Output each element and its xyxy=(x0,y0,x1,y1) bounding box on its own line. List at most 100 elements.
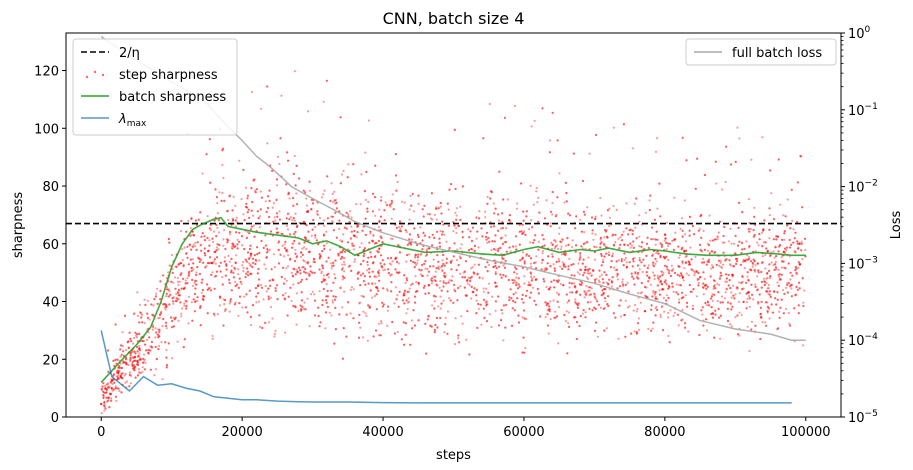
step-sharpness-point xyxy=(578,283,581,286)
step-sharpness-point xyxy=(222,238,225,241)
step-sharpness-point xyxy=(300,299,304,302)
step-sharpness-point xyxy=(186,277,189,280)
step-sharpness-point xyxy=(120,372,123,375)
step-sharpness-point xyxy=(138,344,141,348)
step-sharpness-point xyxy=(167,342,170,345)
step-sharpness-point xyxy=(346,176,349,179)
step-sharpness-point xyxy=(300,251,303,254)
step-sharpness-point xyxy=(207,287,210,290)
step-sharpness-point xyxy=(683,250,686,253)
step-sharpness-point xyxy=(734,252,737,255)
step-sharpness-point xyxy=(123,374,126,377)
step-sharpness-point xyxy=(593,292,596,295)
step-sharpness-point xyxy=(658,182,661,185)
step-sharpness-points xyxy=(100,70,807,415)
step-sharpness-point xyxy=(497,219,501,222)
step-sharpness-point xyxy=(650,304,653,307)
step-sharpness-point xyxy=(291,274,294,277)
step-sharpness-point xyxy=(103,404,106,407)
step-sharpness-point xyxy=(321,299,324,302)
step-sharpness-point xyxy=(636,276,639,279)
step-sharpness-point xyxy=(297,266,301,269)
step-sharpness-point xyxy=(689,290,692,293)
step-sharpness-point xyxy=(599,236,603,239)
step-sharpness-point xyxy=(136,359,139,362)
step-sharpness-point xyxy=(678,274,681,277)
step-sharpness-point xyxy=(562,252,565,256)
step-sharpness-point xyxy=(552,263,555,266)
step-sharpness-point xyxy=(250,272,253,275)
step-sharpness-point xyxy=(378,269,381,272)
step-sharpness-point xyxy=(256,246,259,249)
step-sharpness-point xyxy=(170,280,173,283)
step-sharpness-point xyxy=(413,227,416,230)
step-sharpness-point xyxy=(738,240,741,243)
step-sharpness-point xyxy=(106,383,109,386)
step-sharpness-point xyxy=(630,272,633,275)
step-sharpness-point xyxy=(291,246,294,249)
step-sharpness-point xyxy=(501,236,504,239)
step-sharpness-point xyxy=(327,256,330,259)
step-sharpness-point xyxy=(305,197,308,200)
step-sharpness-point xyxy=(147,348,150,352)
step-sharpness-point xyxy=(760,300,763,303)
step-sharpness-point xyxy=(325,79,328,82)
step-sharpness-point xyxy=(303,236,306,239)
step-sharpness-point xyxy=(302,266,305,269)
step-sharpness-point xyxy=(500,276,503,279)
step-sharpness-point xyxy=(276,298,279,301)
step-sharpness-point xyxy=(621,233,624,236)
step-sharpness-point xyxy=(775,235,778,238)
step-sharpness-point xyxy=(123,314,127,317)
step-sharpness-point xyxy=(664,264,667,267)
step-sharpness-point xyxy=(798,262,802,266)
step-sharpness-point xyxy=(734,160,737,163)
step-sharpness-point xyxy=(754,224,757,227)
step-sharpness-point xyxy=(309,265,312,268)
step-sharpness-point xyxy=(524,233,527,236)
step-sharpness-point xyxy=(321,303,324,307)
step-sharpness-point xyxy=(722,251,725,254)
step-sharpness-point xyxy=(330,220,334,223)
step-sharpness-point xyxy=(537,240,540,243)
step-sharpness-point xyxy=(582,309,585,312)
step-sharpness-point xyxy=(734,234,737,237)
step-sharpness-point xyxy=(681,276,684,279)
step-sharpness-point xyxy=(225,263,228,266)
step-sharpness-point xyxy=(204,254,207,257)
step-sharpness-point xyxy=(233,245,236,248)
step-sharpness-point xyxy=(502,264,505,267)
step-sharpness-point xyxy=(200,281,203,284)
step-sharpness-point xyxy=(258,314,261,317)
step-sharpness-point xyxy=(149,368,152,371)
step-sharpness-point xyxy=(764,241,767,244)
step-sharpness-point xyxy=(461,185,464,188)
step-sharpness-point xyxy=(749,268,752,271)
step-sharpness-point xyxy=(228,260,231,263)
step-sharpness-point xyxy=(373,275,376,278)
step-sharpness-point xyxy=(734,257,738,260)
step-sharpness-point xyxy=(377,289,380,292)
step-sharpness-point xyxy=(473,244,476,248)
step-sharpness-point xyxy=(625,202,628,205)
step-sharpness-point xyxy=(785,249,788,252)
step-sharpness-point xyxy=(716,299,719,303)
step-sharpness-point xyxy=(406,253,409,257)
step-sharpness-point xyxy=(238,231,241,234)
step-sharpness-point xyxy=(597,303,601,306)
step-sharpness-point xyxy=(473,249,476,253)
step-sharpness-point xyxy=(404,322,407,325)
step-sharpness-point xyxy=(488,313,491,316)
step-sharpness-point xyxy=(688,234,691,237)
step-sharpness-point xyxy=(110,386,113,390)
step-sharpness-point xyxy=(566,237,569,240)
step-sharpness-point xyxy=(111,379,114,382)
step-sharpness-point xyxy=(466,278,469,282)
step-sharpness-point xyxy=(683,250,686,253)
step-sharpness-point xyxy=(435,207,438,210)
step-sharpness-point xyxy=(275,212,279,215)
step-sharpness-point xyxy=(628,261,631,264)
step-sharpness-point xyxy=(436,284,439,287)
step-sharpness-point xyxy=(692,233,696,236)
step-sharpness-point xyxy=(102,396,105,399)
